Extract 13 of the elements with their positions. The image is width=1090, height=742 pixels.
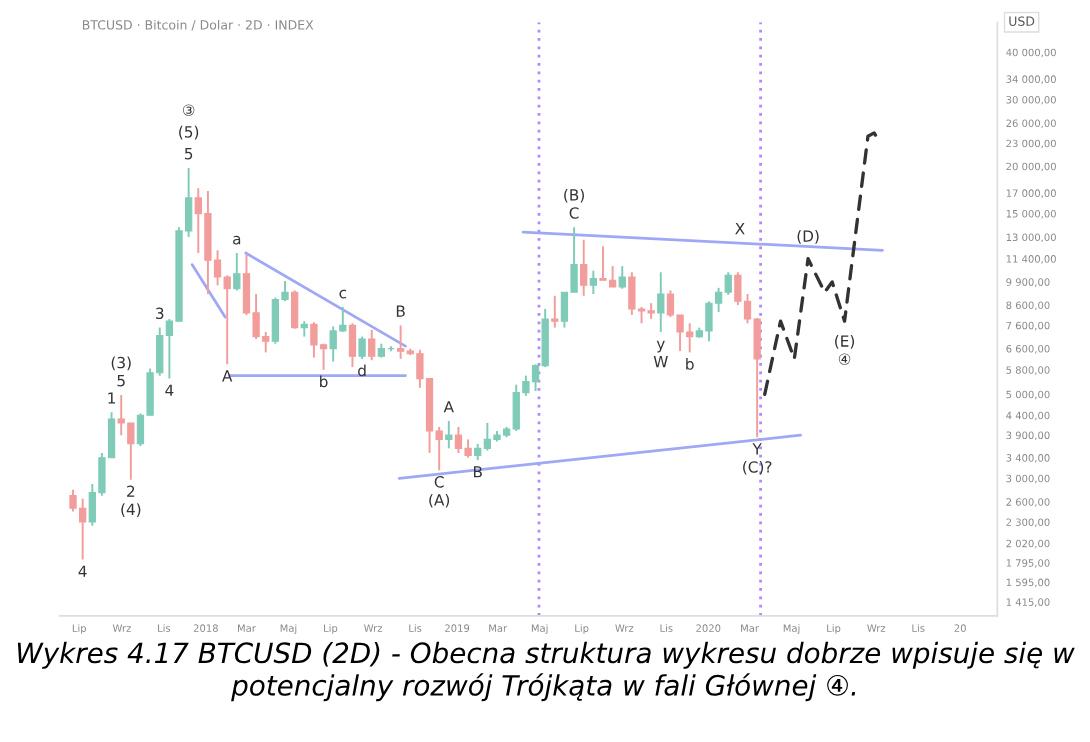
line-series — [763, 131, 880, 396]
candlestick — [233, 252, 241, 292]
candlestick — [589, 269, 597, 295]
candlestick — [580, 238, 588, 297]
candlestick — [368, 328, 376, 362]
candlestick — [551, 294, 559, 329]
candlestick — [348, 322, 357, 369]
candlestick — [358, 335, 366, 360]
candlestick — [445, 420, 453, 450]
text: Wykres 4.17 BTCUSD (2D) - Obecna struktura wykresu dobrze wpisuje się w potencjalny rozwój Trójkąta w fali Głównej ④. — [17, 641, 1075, 702]
candlestick — [657, 271, 665, 334]
candlestick — [618, 265, 626, 290]
candlestick — [290, 289, 299, 330]
